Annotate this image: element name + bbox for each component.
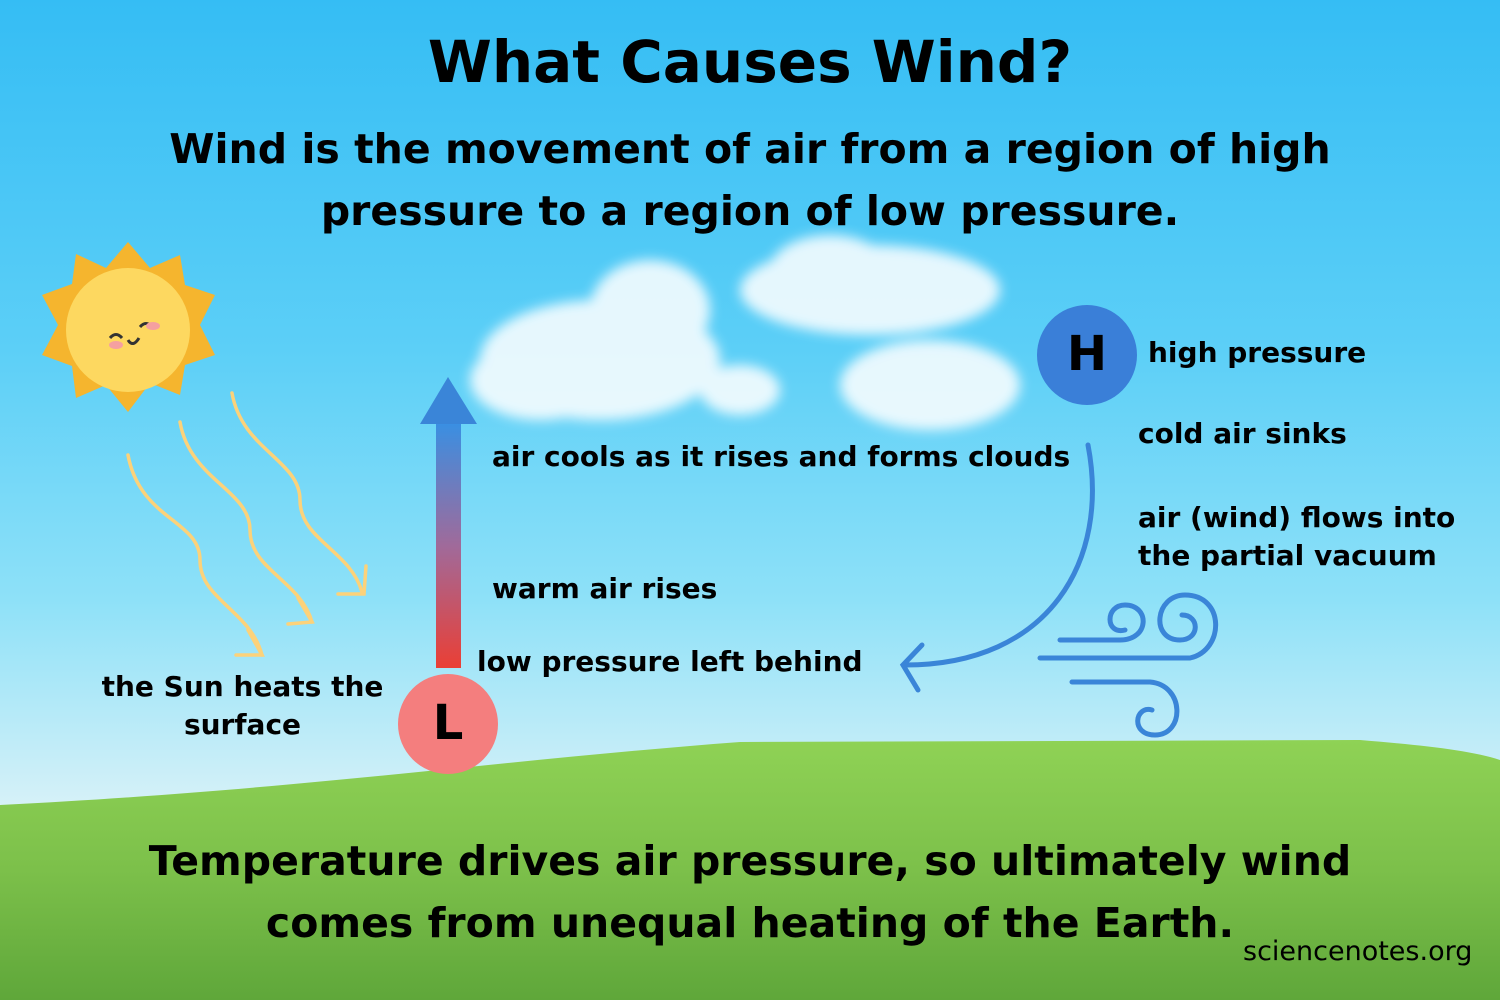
footer-text: Temperature drives air pressure, so ulti… bbox=[0, 830, 1500, 954]
high-marker-letter: H bbox=[1066, 326, 1108, 382]
credit: sciencenotes.org bbox=[1243, 936, 1473, 967]
heat-ray-icon bbox=[126, 391, 368, 657]
flows-label: air (wind) flows into the partial vacuum bbox=[1138, 499, 1455, 575]
sinking-air-arrow bbox=[899, 442, 1095, 693]
cools-label: air cools as it rises and forms clouds bbox=[492, 440, 1071, 473]
rising-air-arrow bbox=[420, 377, 477, 668]
wind-icon bbox=[1037, 592, 1219, 738]
subtitle: Wind is the movement of air from a regio… bbox=[0, 118, 1500, 242]
subtitle-line: pressure to a region of low pressure. bbox=[320, 187, 1180, 235]
high-pressure-marker bbox=[1037, 305, 1137, 405]
flows-label-line: the partial vacuum bbox=[1138, 539, 1437, 572]
grass-hill bbox=[0, 740, 1500, 1000]
low-pressure-label: low pressure left behind bbox=[477, 645, 863, 678]
low-marker-letter: L bbox=[432, 695, 464, 751]
sun-label: the Sun heats the surface bbox=[95, 668, 390, 744]
low-pressure-marker bbox=[398, 674, 498, 774]
cloud-icon bbox=[470, 235, 1020, 430]
page-title: What Causes Wind? bbox=[427, 28, 1073, 96]
sun-label-line: surface bbox=[183, 708, 302, 741]
sinks-label: cold air sinks bbox=[1138, 417, 1347, 450]
high-pressure-label: high pressure bbox=[1148, 336, 1367, 369]
footer-line: Temperature drives air pressure, so ulti… bbox=[148, 837, 1352, 885]
warm-label: warm air rises bbox=[492, 572, 718, 605]
sun-label-line: the Sun heats the bbox=[101, 670, 384, 703]
subtitle-line: Wind is the movement of air from a regio… bbox=[169, 125, 1331, 173]
flows-label-line: air (wind) flows into bbox=[1138, 501, 1456, 534]
footer-line: comes from unequal heating of the Earth. bbox=[265, 899, 1235, 947]
sun-icon bbox=[42, 242, 215, 412]
